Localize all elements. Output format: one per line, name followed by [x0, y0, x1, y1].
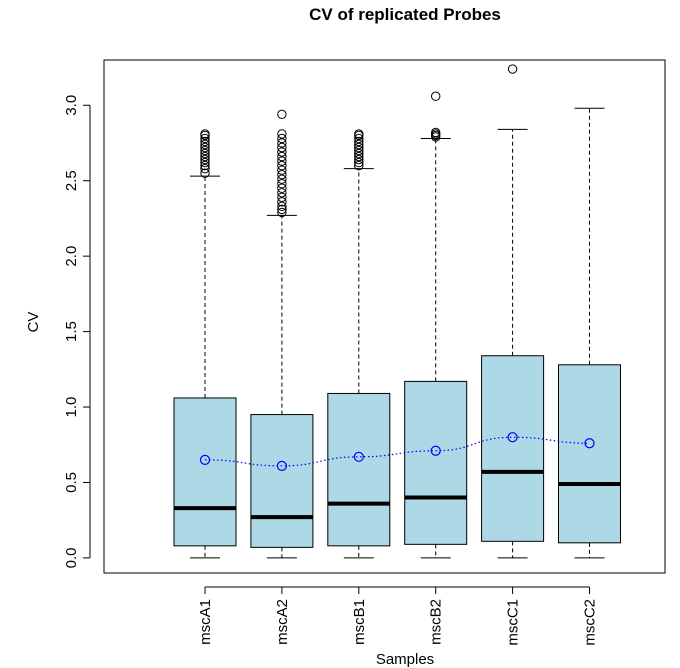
outlier-point — [200, 136, 210, 147]
outlier-point — [277, 197, 287, 207]
outlier-point — [354, 133, 364, 144]
outlier-point — [354, 148, 364, 159]
outlier-point — [354, 160, 364, 171]
outlier-point — [277, 151, 287, 162]
plot-area: 0.0 0.5 1.0 1.5 2.0 2.5 3.0 mscA1 mscA2 mscB1 mscB… — [63, 59, 666, 646]
y-tick-label: 1.5 — [63, 321, 80, 342]
outlier-point — [277, 160, 287, 171]
y-tick-label: 3.0 — [63, 95, 80, 116]
outlier-point — [277, 174, 287, 184]
outlier-point — [354, 157, 364, 168]
outlier-point — [200, 168, 210, 178]
mean-point — [199, 454, 211, 465]
outlier-point — [200, 139, 210, 150]
outlier-point — [354, 151, 364, 162]
x-tick-label: mscA2 — [274, 599, 291, 645]
x-tick-label: mscB2 — [428, 599, 445, 645]
outlier-point — [354, 129, 364, 139]
outlier-point — [200, 129, 210, 139]
outlier-point — [277, 129, 287, 139]
outlier-point — [200, 148, 210, 159]
outlier-point — [277, 156, 287, 166]
outlier-point — [200, 157, 210, 168]
outlier-point — [277, 204, 287, 215]
box-mscC1 — [481, 355, 545, 542]
outlier-point — [277, 165, 287, 175]
outlier-point — [277, 133, 287, 144]
outlier-point — [200, 145, 210, 156]
y-tick-label: 0.0 — [63, 547, 80, 568]
mean-point — [276, 460, 287, 471]
box-mscB2 — [404, 380, 468, 545]
mean-point — [353, 451, 364, 462]
box-mscB1 — [327, 392, 391, 547]
outlier-point — [277, 201, 287, 212]
outlier-point — [354, 142, 364, 153]
outlier-point — [277, 207, 287, 218]
mean-trend-line — [204, 436, 590, 467]
y-tick-label: 1.0 — [63, 397, 80, 418]
outlier-point — [277, 192, 287, 203]
outlier-point — [354, 154, 364, 165]
mean-point — [507, 432, 518, 443]
plot-frame — [103, 59, 666, 574]
outlier-point — [277, 138, 287, 148]
chart-title: CV of replicated Probes — [309, 5, 501, 24]
outlier-point — [200, 151, 210, 162]
outlier-point — [200, 154, 210, 165]
box-mscA2 — [250, 414, 314, 548]
mean-point — [430, 445, 441, 456]
outlier-point — [431, 91, 441, 101]
outlier-point — [507, 64, 518, 74]
y-tick-label: 0.5 — [63, 472, 80, 493]
x-tick-label: mscC1 — [505, 599, 522, 646]
outlier-point — [354, 136, 364, 147]
outlier-point — [277, 169, 287, 180]
outlier-point — [277, 183, 287, 193]
outlier-point — [200, 133, 210, 144]
outlier-point — [431, 127, 441, 138]
outlier-point — [200, 163, 210, 174]
x-tick-label: mscA1 — [197, 599, 214, 645]
x-tick-label: mscB1 — [351, 599, 368, 645]
y-tick-label: 2.5 — [63, 170, 80, 191]
outlier-point — [200, 142, 210, 153]
x-tick-label: mscC2 — [582, 599, 599, 646]
outlier-point — [277, 147, 287, 157]
x-axis-label: Samples — [376, 651, 434, 668]
y-axis-label: CV — [25, 312, 42, 333]
box-mscA1 — [173, 397, 237, 547]
outlier-point — [354, 145, 364, 156]
mean-point — [584, 438, 595, 449]
y-tick-label: 2.0 — [63, 246, 80, 267]
outlier-point — [277, 142, 287, 153]
outlier-point — [277, 188, 287, 198]
outlier-point — [200, 160, 210, 171]
outlier-point — [277, 109, 287, 120]
outlier-point — [354, 139, 364, 150]
box-mscC2 — [558, 364, 621, 544]
outlier-point — [277, 179, 287, 189]
